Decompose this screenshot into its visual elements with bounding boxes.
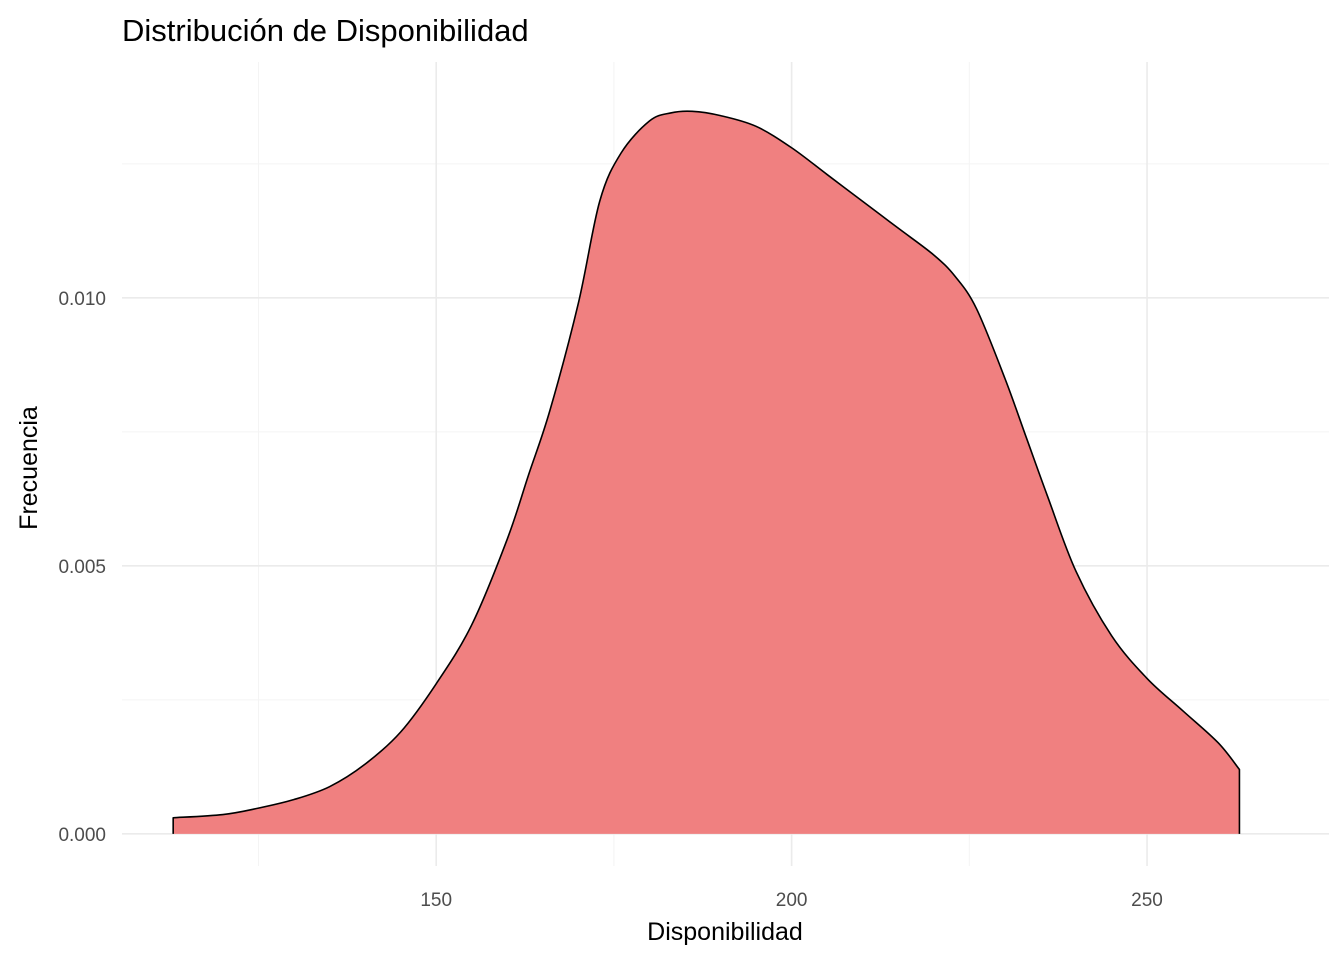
- y-tick-label: 0.010: [58, 289, 106, 310]
- chart-title: Distribución de Disponibilidad: [122, 13, 529, 48]
- y-tick-label: 0.000: [58, 825, 106, 846]
- x-tick-label: 200: [776, 890, 808, 911]
- x-tick-label: 250: [1131, 890, 1163, 911]
- y-tick-label: 0.005: [58, 557, 106, 578]
- density-line: [172, 110, 1241, 834]
- x-axis-ticks: 150 200 250: [420, 890, 1163, 911]
- x-tick-label: 150: [420, 890, 452, 911]
- x-axis-label: Disponibilidad: [647, 918, 803, 946]
- y-axis-ticks: 0.000 0.005 0.010: [58, 289, 106, 846]
- density-area: [173, 111, 1240, 834]
- y-axis-label: Frecuencia: [15, 406, 43, 530]
